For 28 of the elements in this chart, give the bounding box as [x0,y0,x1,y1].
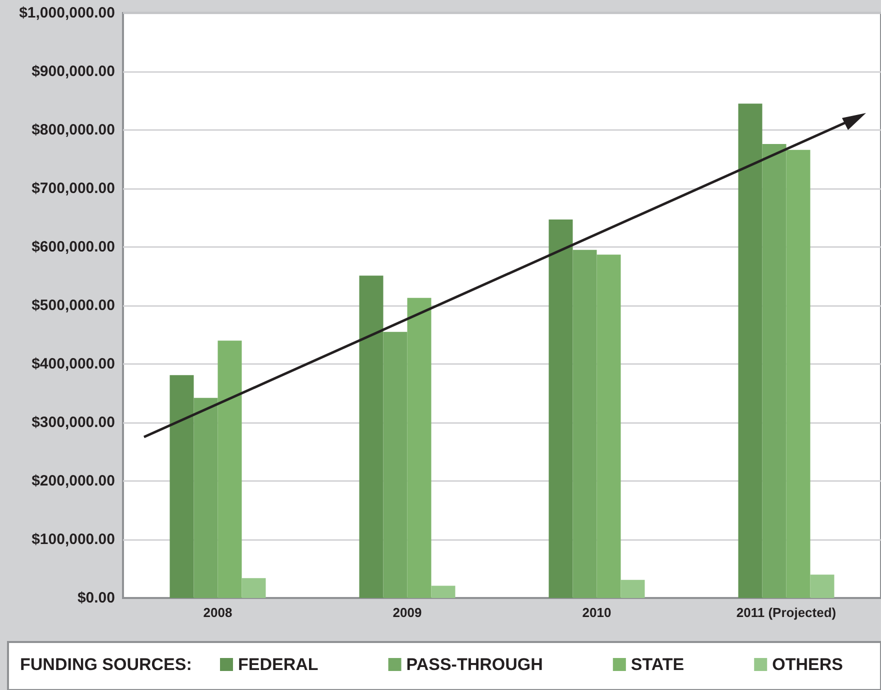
y-tick-label: $200,000.00 [32,472,115,490]
bar [359,276,384,598]
y-tick-label: $600,000.00 [32,238,115,256]
bar [431,586,456,598]
bar [810,574,834,598]
x-tick-label: 2010 [582,605,612,620]
bar [620,580,645,598]
bar [738,104,762,598]
y-tick-label: $400,000.00 [32,356,115,372]
bar [170,375,194,598]
y-tick-label: $0.00 [77,590,115,606]
y-tick-label: $1,000,000.00 [19,4,115,22]
y-tick-label: $300,000.00 [32,414,115,431]
y-tick-label: $100,000.00 [32,531,115,548]
legend-title: FUNDING SOURCES: [20,655,192,674]
legend-label: OTHERS [772,655,843,674]
y-tick-label: $500,000.00 [32,297,115,314]
legend-label: PASS-THROUGH [406,655,543,674]
x-tick-label: 2011 (Projected) [736,605,836,620]
bar [242,578,266,598]
bar [548,220,573,598]
x-tick-label: 2009 [392,605,422,620]
legend-label: FEDERAL [238,655,318,674]
y-tick-label: $700,000.00 [32,180,115,197]
legend-label: STATE [630,655,684,674]
y-tick-label: $800,000.00 [32,122,115,138]
x-tick-label: 2008 [203,605,232,620]
y-tick-label: $900,000.00 [32,63,115,80]
